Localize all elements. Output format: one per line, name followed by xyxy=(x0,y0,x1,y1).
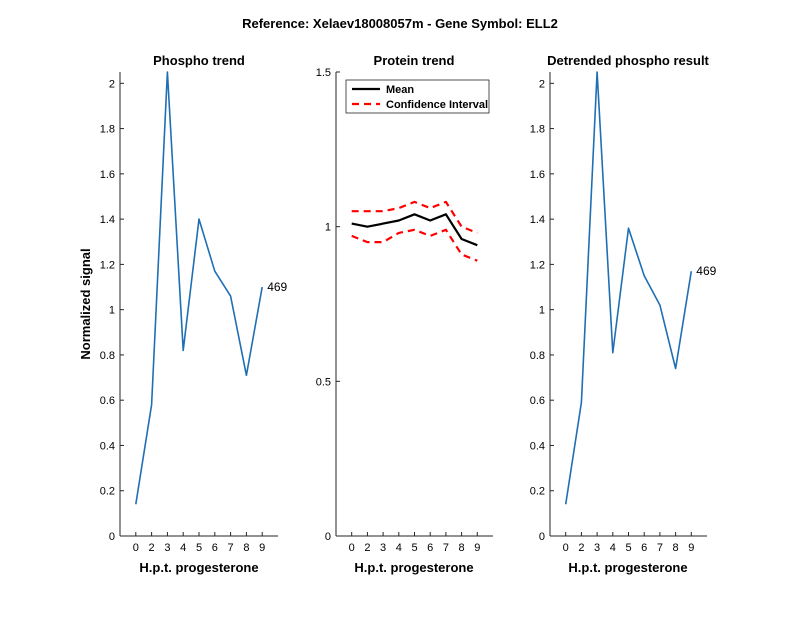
y-tick-label: 0.6 xyxy=(100,395,115,407)
point-annotation: 469 xyxy=(696,264,716,278)
legend-label: Mean xyxy=(386,84,414,96)
y-tick-label: 0.2 xyxy=(530,486,545,498)
panel-title: Protein trend xyxy=(374,53,455,68)
y-tick-label: 0 xyxy=(109,531,115,543)
x-tick-label: 5 xyxy=(411,542,417,554)
y-tick-label: 2 xyxy=(109,78,115,90)
y-tick-label: 1.2 xyxy=(100,259,115,271)
y-tick-label: 1.4 xyxy=(100,214,115,226)
figure-title: Reference: Xelaev18008057m - Gene Symbol… xyxy=(242,16,558,31)
x-tick-label: 4 xyxy=(610,542,616,554)
y-tick-label: 0 xyxy=(539,531,545,543)
y-tick-label: 0.8 xyxy=(530,350,545,362)
y-tick-label: 0.8 xyxy=(100,350,115,362)
x-tick-label: 3 xyxy=(380,542,386,554)
x-tick-label: 8 xyxy=(673,542,679,554)
y-tick-label: 1.8 xyxy=(530,124,545,136)
y-tick-label: 1.6 xyxy=(530,169,545,181)
x-axis-label: H.p.t. progesterone xyxy=(139,560,258,575)
y-axis-label: Normalized signal xyxy=(78,248,93,359)
x-tick-label: 0 xyxy=(349,542,355,554)
x-tick-label: 7 xyxy=(228,542,234,554)
legend-box xyxy=(345,79,490,114)
x-tick-label: 9 xyxy=(259,542,265,554)
legend-label: Confidence Interval xyxy=(386,99,488,111)
x-tick-label: 4 xyxy=(180,542,186,554)
y-tick-label: 1 xyxy=(109,305,115,317)
y-tick-label: 1.8 xyxy=(100,124,115,136)
x-tick-label: 6 xyxy=(427,542,433,554)
x-tick-label: 0 xyxy=(563,542,569,554)
y-tick-label: 0.4 xyxy=(100,440,115,452)
x-tick-label: 6 xyxy=(641,542,647,554)
x-axis-label: H.p.t. progesterone xyxy=(568,560,687,575)
x-tick-label: 9 xyxy=(474,542,480,554)
x-tick-label: 8 xyxy=(459,542,465,554)
x-tick-label: 3 xyxy=(164,542,170,554)
x-tick-label: 2 xyxy=(364,542,370,554)
series-line-confidence-interval xyxy=(351,200,478,234)
x-tick-label: 8 xyxy=(243,542,249,554)
detrended-phospho-panel: Detrended phospho result H.p.t. progeste… xyxy=(530,53,717,575)
x-axis-label: H.p.t. progesterone xyxy=(354,560,473,575)
y-tick-label: 0 xyxy=(325,531,331,543)
x-tick-label: 5 xyxy=(625,542,631,554)
x-tick-label: 2 xyxy=(149,542,155,554)
series-line-main xyxy=(564,71,693,505)
phospho-trend-panel: Phospho trend H.p.t. progesterone Normal… xyxy=(78,53,288,575)
y-tick-label: 1 xyxy=(325,222,331,234)
y-tick-label: 1.6 xyxy=(100,169,115,181)
panel-title: Detrended phospho result xyxy=(547,53,709,68)
y-tick-label: 0.5 xyxy=(316,376,331,388)
y-tick-label: 1.5 xyxy=(316,67,331,79)
x-tick-label: 9 xyxy=(688,542,694,554)
x-tick-label: 7 xyxy=(657,542,663,554)
y-tick-label: 1.2 xyxy=(530,259,545,271)
series-line-lower-bound xyxy=(351,228,478,262)
x-tick-label: 6 xyxy=(212,542,218,554)
y-tick-label: 0.4 xyxy=(530,440,545,452)
x-tick-label: 2 xyxy=(578,542,584,554)
legend: Mean Confidence Interval xyxy=(345,79,490,114)
y-tick-label: 2 xyxy=(539,78,545,90)
x-tick-label: 7 xyxy=(443,542,449,554)
y-tick-label: 0.6 xyxy=(530,395,545,407)
x-tick-label: 5 xyxy=(196,542,202,554)
x-tick-label: 4 xyxy=(396,542,402,554)
protein-trend-panel: Protein trend H.p.t. progesterone 0 0.5 1 1… xyxy=(316,53,493,575)
y-tick-label: 1 xyxy=(539,305,545,317)
point-annotation: 469 xyxy=(267,280,287,294)
series-line-main xyxy=(135,71,263,505)
y-tick-label: 1.4 xyxy=(530,214,545,226)
x-tick-label: 3 xyxy=(594,542,600,554)
panel-title: Phospho trend xyxy=(153,53,245,68)
y-tick-label: 0.2 xyxy=(100,486,115,498)
x-tick-label: 0 xyxy=(133,542,139,554)
